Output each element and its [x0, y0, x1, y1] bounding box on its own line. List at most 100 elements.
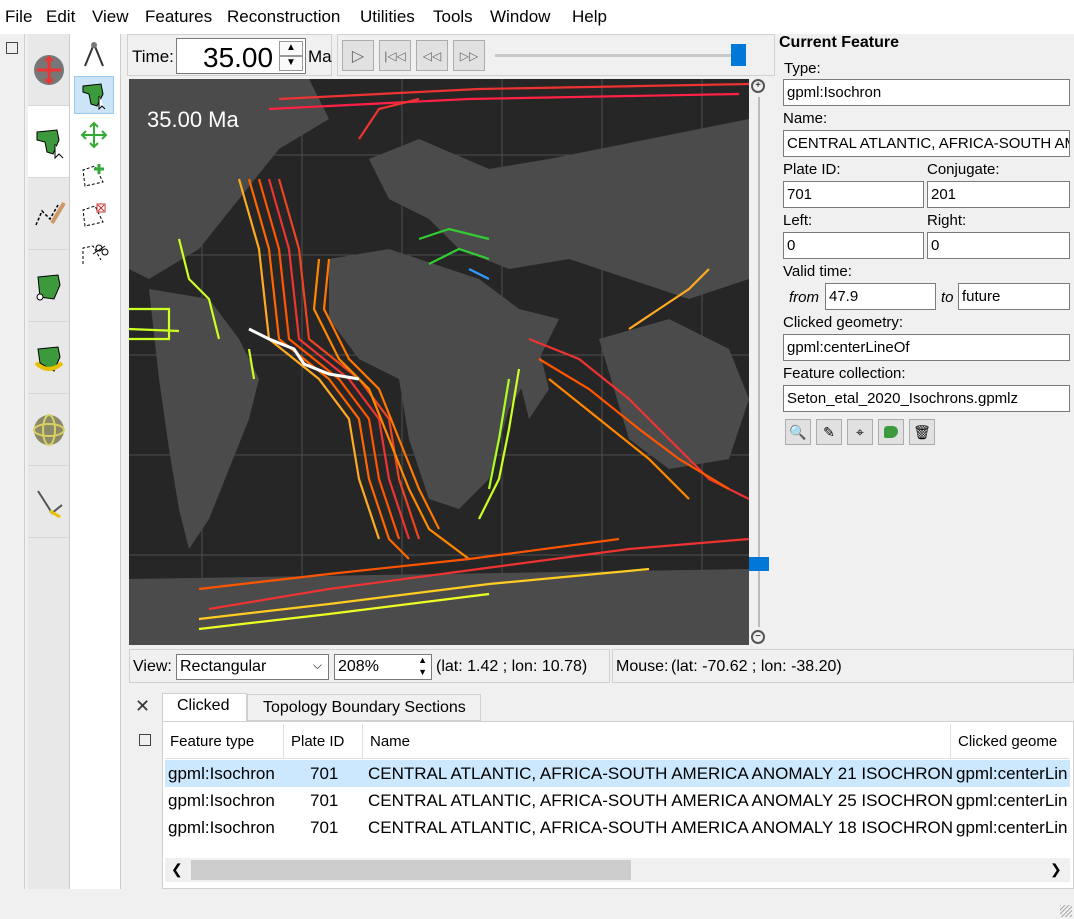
- menu-edit[interactable]: Edit: [46, 7, 76, 26]
- projection-value: Rectangular: [180, 658, 267, 675]
- rotate-africa-icon: [34, 345, 64, 372]
- edit-geometry-button[interactable]: ⌖: [847, 419, 873, 445]
- zoom-up-arrow-icon[interactable]: ▲: [418, 655, 427, 665]
- step-forward-button[interactable]: ▷▷: [453, 40, 485, 71]
- delete-vertex-tool[interactable]: [74, 196, 114, 234]
- resize-grip-icon[interactable]: [1060, 905, 1072, 917]
- play-button[interactable]: ▷: [342, 40, 374, 71]
- menu-tools[interactable]: Tools: [433, 7, 473, 26]
- hellinger-workflow-button[interactable]: [28, 466, 70, 538]
- scissors-icon: [82, 244, 109, 264]
- name-field[interactable]: CENTRAL ATLANTIC, AFRICA-SOUTH AMERICA: [783, 130, 1070, 157]
- column-header-feature-type[interactable]: Feature type: [170, 733, 255, 750]
- plate-id-field[interactable]: 701: [783, 181, 924, 208]
- scroll-right-icon[interactable]: ❯: [1050, 861, 1062, 877]
- zoom-spinbox[interactable]: 208% ▲ ▼: [334, 654, 432, 680]
- menu-bar: File Edit View Features Reconstruction U…: [0, 0, 1074, 34]
- map-time-overlay: 35.00 Ma: [147, 107, 239, 132]
- delete-feature-button[interactable]: 🗑: [909, 419, 935, 445]
- time-slider-track: [495, 54, 745, 57]
- move-vertex-tool[interactable]: [74, 116, 114, 154]
- row-name: CENTRAL ATLANTIC, AFRICA-SOUTH AMERICA A…: [368, 764, 954, 783]
- selected-isochron[interactable]: [248, 327, 360, 381]
- feature-inspection-workflow-button[interactable]: [28, 106, 70, 178]
- horizontal-scrollbar[interactable]: ❮ ❯: [165, 858, 1070, 882]
- column-header-clicked-geometry[interactable]: Clicked geome: [958, 733, 1058, 750]
- float-panel-icon[interactable]: [139, 734, 151, 746]
- undock-icon[interactable]: [6, 42, 18, 54]
- reset-button[interactable]: |◁◁: [379, 40, 411, 71]
- to-field[interactable]: future: [958, 283, 1070, 310]
- scroll-left-icon[interactable]: ❮: [171, 861, 183, 877]
- projection-select[interactable]: Rectangular ⌵: [176, 654, 329, 680]
- zoom-out-icon[interactable]: −: [751, 630, 765, 644]
- menu-help[interactable]: Help: [572, 7, 607, 26]
- step-forward-icon: ▷▷: [459, 48, 479, 63]
- left-label: Left:: [783, 212, 813, 229]
- right-field[interactable]: 0: [927, 232, 1070, 259]
- menu-view[interactable]: View: [92, 7, 129, 26]
- time-spinbox[interactable]: 35.00 ▲ ▼: [176, 38, 306, 74]
- query-feature-button[interactable]: 🔍: [785, 419, 811, 445]
- tab-topology-boundary-sections[interactable]: Topology Boundary Sections: [247, 694, 481, 721]
- time-label: Time:: [132, 47, 174, 66]
- edit-feature-button[interactable]: ✎: [816, 419, 842, 445]
- tab-topology-label: Topology Boundary Sections: [263, 699, 466, 716]
- table-row[interactable]: gpml:Isochron 701 CENTRAL ATLANTIC, AFRI…: [165, 760, 1070, 787]
- pole-manipulation-workflow-button[interactable]: [28, 322, 70, 394]
- small-circle-workflow-button[interactable]: [28, 394, 70, 466]
- topology-workflow-button[interactable]: [28, 250, 70, 322]
- step-back-button[interactable]: ◁◁: [416, 40, 448, 71]
- table-row[interactable]: gpml:Isochron 701 CENTRAL ATLANTIC, AFRI…: [165, 814, 1070, 841]
- measure-distance-tool[interactable]: [74, 36, 114, 74]
- time-up-arrow-icon[interactable]: ▲: [279, 41, 303, 56]
- view-workflow-button[interactable]: [28, 34, 70, 106]
- clone-feature-button[interactable]: [878, 419, 904, 445]
- insert-vertex-tool[interactable]: [74, 156, 114, 194]
- topology-icon: [36, 273, 61, 300]
- zoom-in-icon[interactable]: +: [751, 79, 765, 93]
- menu-reconstruction[interactable]: Reconstruction: [227, 7, 341, 26]
- from-field[interactable]: 47.9: [825, 283, 936, 310]
- tab-clicked[interactable]: Clicked: [162, 693, 247, 721]
- plate-id-label: Plate ID:: [783, 161, 841, 178]
- row-plate-id: 701: [310, 764, 339, 783]
- play-icon: ▷: [351, 47, 365, 65]
- close-icon[interactable]: ✕: [135, 696, 151, 716]
- polyline-pencil-icon: [35, 201, 66, 225]
- conjugate-label: Conjugate:: [927, 161, 1000, 178]
- row-feature-type: gpml:Isochron: [168, 791, 275, 810]
- menu-window[interactable]: Window: [490, 7, 551, 26]
- africa-select-icon: [82, 83, 106, 110]
- row-name: CENTRAL ATLANTIC, AFRICA-SOUTH AMERICA A…: [368, 818, 954, 837]
- scrollbar-thumb[interactable]: [191, 860, 631, 880]
- tool-palette: [69, 34, 121, 889]
- type-field[interactable]: gpml:Isochron: [783, 79, 1070, 106]
- row-clicked-geometry: gpml:centerLin: [956, 791, 1068, 810]
- row-name: CENTRAL ATLANTIC, AFRICA-SOUTH AMERICA A…: [368, 791, 954, 810]
- tab-clicked-label: Clicked: [177, 697, 230, 714]
- time-unit: Ma: [308, 47, 332, 66]
- conjugate-field[interactable]: 201: [927, 181, 1070, 208]
- table-row[interactable]: gpml:Isochron 701 CENTRAL ATLANTIC, AFRI…: [165, 787, 1070, 814]
- table-header: Feature type Plate ID Name Clicked geome: [165, 724, 1070, 759]
- zoom-down-arrow-icon[interactable]: ▼: [418, 667, 427, 677]
- column-header-name[interactable]: Name: [370, 733, 411, 750]
- menu-utilities[interactable]: Utilities: [360, 7, 415, 26]
- left-field[interactable]: 0: [783, 232, 924, 259]
- digitisation-workflow-button[interactable]: [28, 178, 70, 250]
- map-canvas[interactable]: 35.00 Ma: [129, 79, 749, 645]
- column-header-plate-id[interactable]: Plate ID: [291, 733, 345, 750]
- menu-file[interactable]: File: [5, 7, 33, 26]
- row-feature-type: gpml:Isochron: [168, 818, 275, 837]
- clicked-geometry-field[interactable]: gpml:centerLineOf: [783, 334, 1070, 361]
- split-feature-tool[interactable]: [74, 236, 114, 274]
- map-svg: 35.00 Ma: [129, 79, 749, 645]
- zoom-slider-handle[interactable]: [749, 557, 769, 571]
- menu-features[interactable]: Features: [145, 7, 213, 26]
- africa-pointer-icon: [36, 128, 64, 159]
- choose-feature-tool[interactable]: [74, 76, 114, 114]
- feature-collection-field[interactable]: Seton_etal_2020_Isochrons.gpmlz: [783, 385, 1070, 412]
- time-slider-handle[interactable]: [731, 44, 746, 66]
- time-down-arrow-icon[interactable]: ▼: [279, 56, 303, 71]
